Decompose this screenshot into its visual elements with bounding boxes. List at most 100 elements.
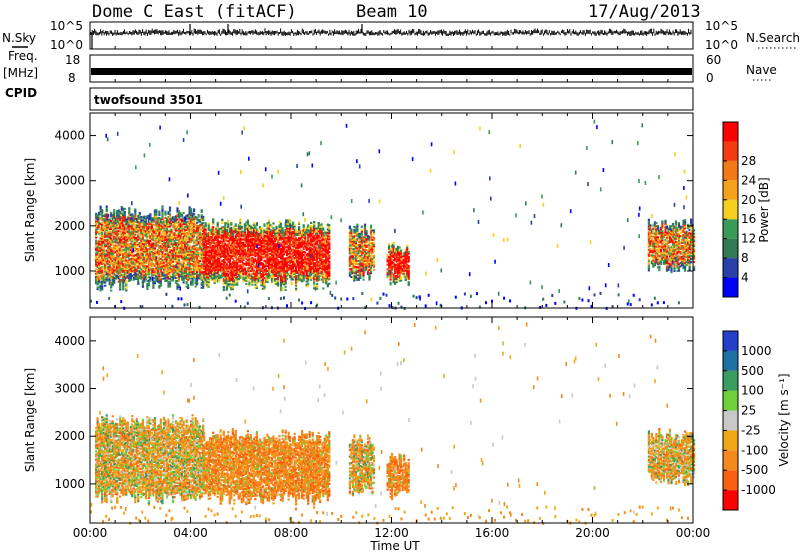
range-cell [185,224,188,227]
range-cell [135,225,138,228]
range-cell [147,240,150,243]
range-cell [110,224,113,227]
range-cell [164,245,167,248]
range-cell [105,270,108,273]
range-cell [119,269,122,272]
range-cell [171,246,175,249]
range-cell [128,254,131,257]
range-cell [185,263,188,266]
range-cell [140,255,143,258]
range-cell [162,230,166,233]
range-cell [141,225,144,228]
range-cell [138,241,141,244]
range-cell [158,280,161,283]
range-cell [153,230,156,233]
range-cell [188,228,191,231]
range-cell [120,239,123,242]
range-cell [158,262,161,265]
range-cell [140,253,143,256]
range-cell [123,223,126,226]
range-cell [131,225,134,228]
range-cell [173,270,176,273]
range-cell [146,265,149,268]
range-cell [185,257,188,260]
range-cell [125,245,128,248]
range-cell [138,264,141,267]
range-cell [152,248,155,251]
range-cell [96,273,99,276]
range-cell [176,287,179,290]
range-cell [105,249,108,252]
range-cell [177,270,181,273]
range-cell [101,210,104,213]
range-cell [129,267,132,270]
range-cell [102,214,105,217]
range-cell [119,217,122,220]
range-cell [147,281,150,284]
range-cell [146,272,149,275]
range-cell [161,263,164,266]
range-cell [126,246,129,249]
range-cell [108,219,111,222]
range-cell [102,218,105,221]
range-cell [101,262,104,265]
range-cell [176,286,179,289]
range-cell [113,218,116,221]
range-cell [181,232,184,235]
range-cell [164,229,167,232]
range-cell [191,258,194,261]
range-cell [190,228,193,231]
range-cell [167,241,170,244]
range-cell [149,267,152,270]
range-cell [146,256,149,259]
range-cell [131,265,134,268]
range-cell [146,245,149,248]
range-cell [187,283,190,286]
range-cell [140,269,143,272]
range-cell [162,222,166,225]
range-cell [181,229,184,232]
range-cell [179,243,182,246]
range-cell [177,267,181,270]
range-cell [224,261,227,264]
range-cell [146,226,149,229]
range-cell [134,213,137,216]
range-cell [99,278,102,281]
range-cell [156,269,159,272]
range-cell [134,258,137,261]
range-cell [141,250,144,253]
range-cell [174,242,178,245]
range-cell [164,264,167,267]
range-cell [122,223,125,226]
range-cell [110,238,113,241]
range-cell [188,220,191,223]
range-cell [185,241,188,244]
range-cell [187,271,190,274]
range-cell [101,214,104,217]
range-cell [146,240,149,243]
range-cell [126,252,129,255]
range-cell [104,253,107,256]
range-cell [119,263,122,266]
range-cell [128,227,131,230]
range-cell [173,265,176,268]
range-cell [122,283,125,286]
range-cell [144,257,147,260]
range-cell [108,226,111,229]
range-cell [102,257,105,260]
range-cell [168,285,172,288]
range-cell [149,219,152,222]
range-cell [129,269,132,272]
range-cell [107,256,110,259]
range-cell [101,253,104,256]
range-cell [129,239,132,242]
range-cell [185,236,188,239]
range-cell [156,233,159,236]
range-cell [187,250,190,253]
range-cell [128,276,131,279]
range-cell [126,265,129,268]
range-cell [134,216,137,219]
range-cell [190,230,193,233]
range-cell [117,275,120,278]
range-cell [96,226,99,229]
